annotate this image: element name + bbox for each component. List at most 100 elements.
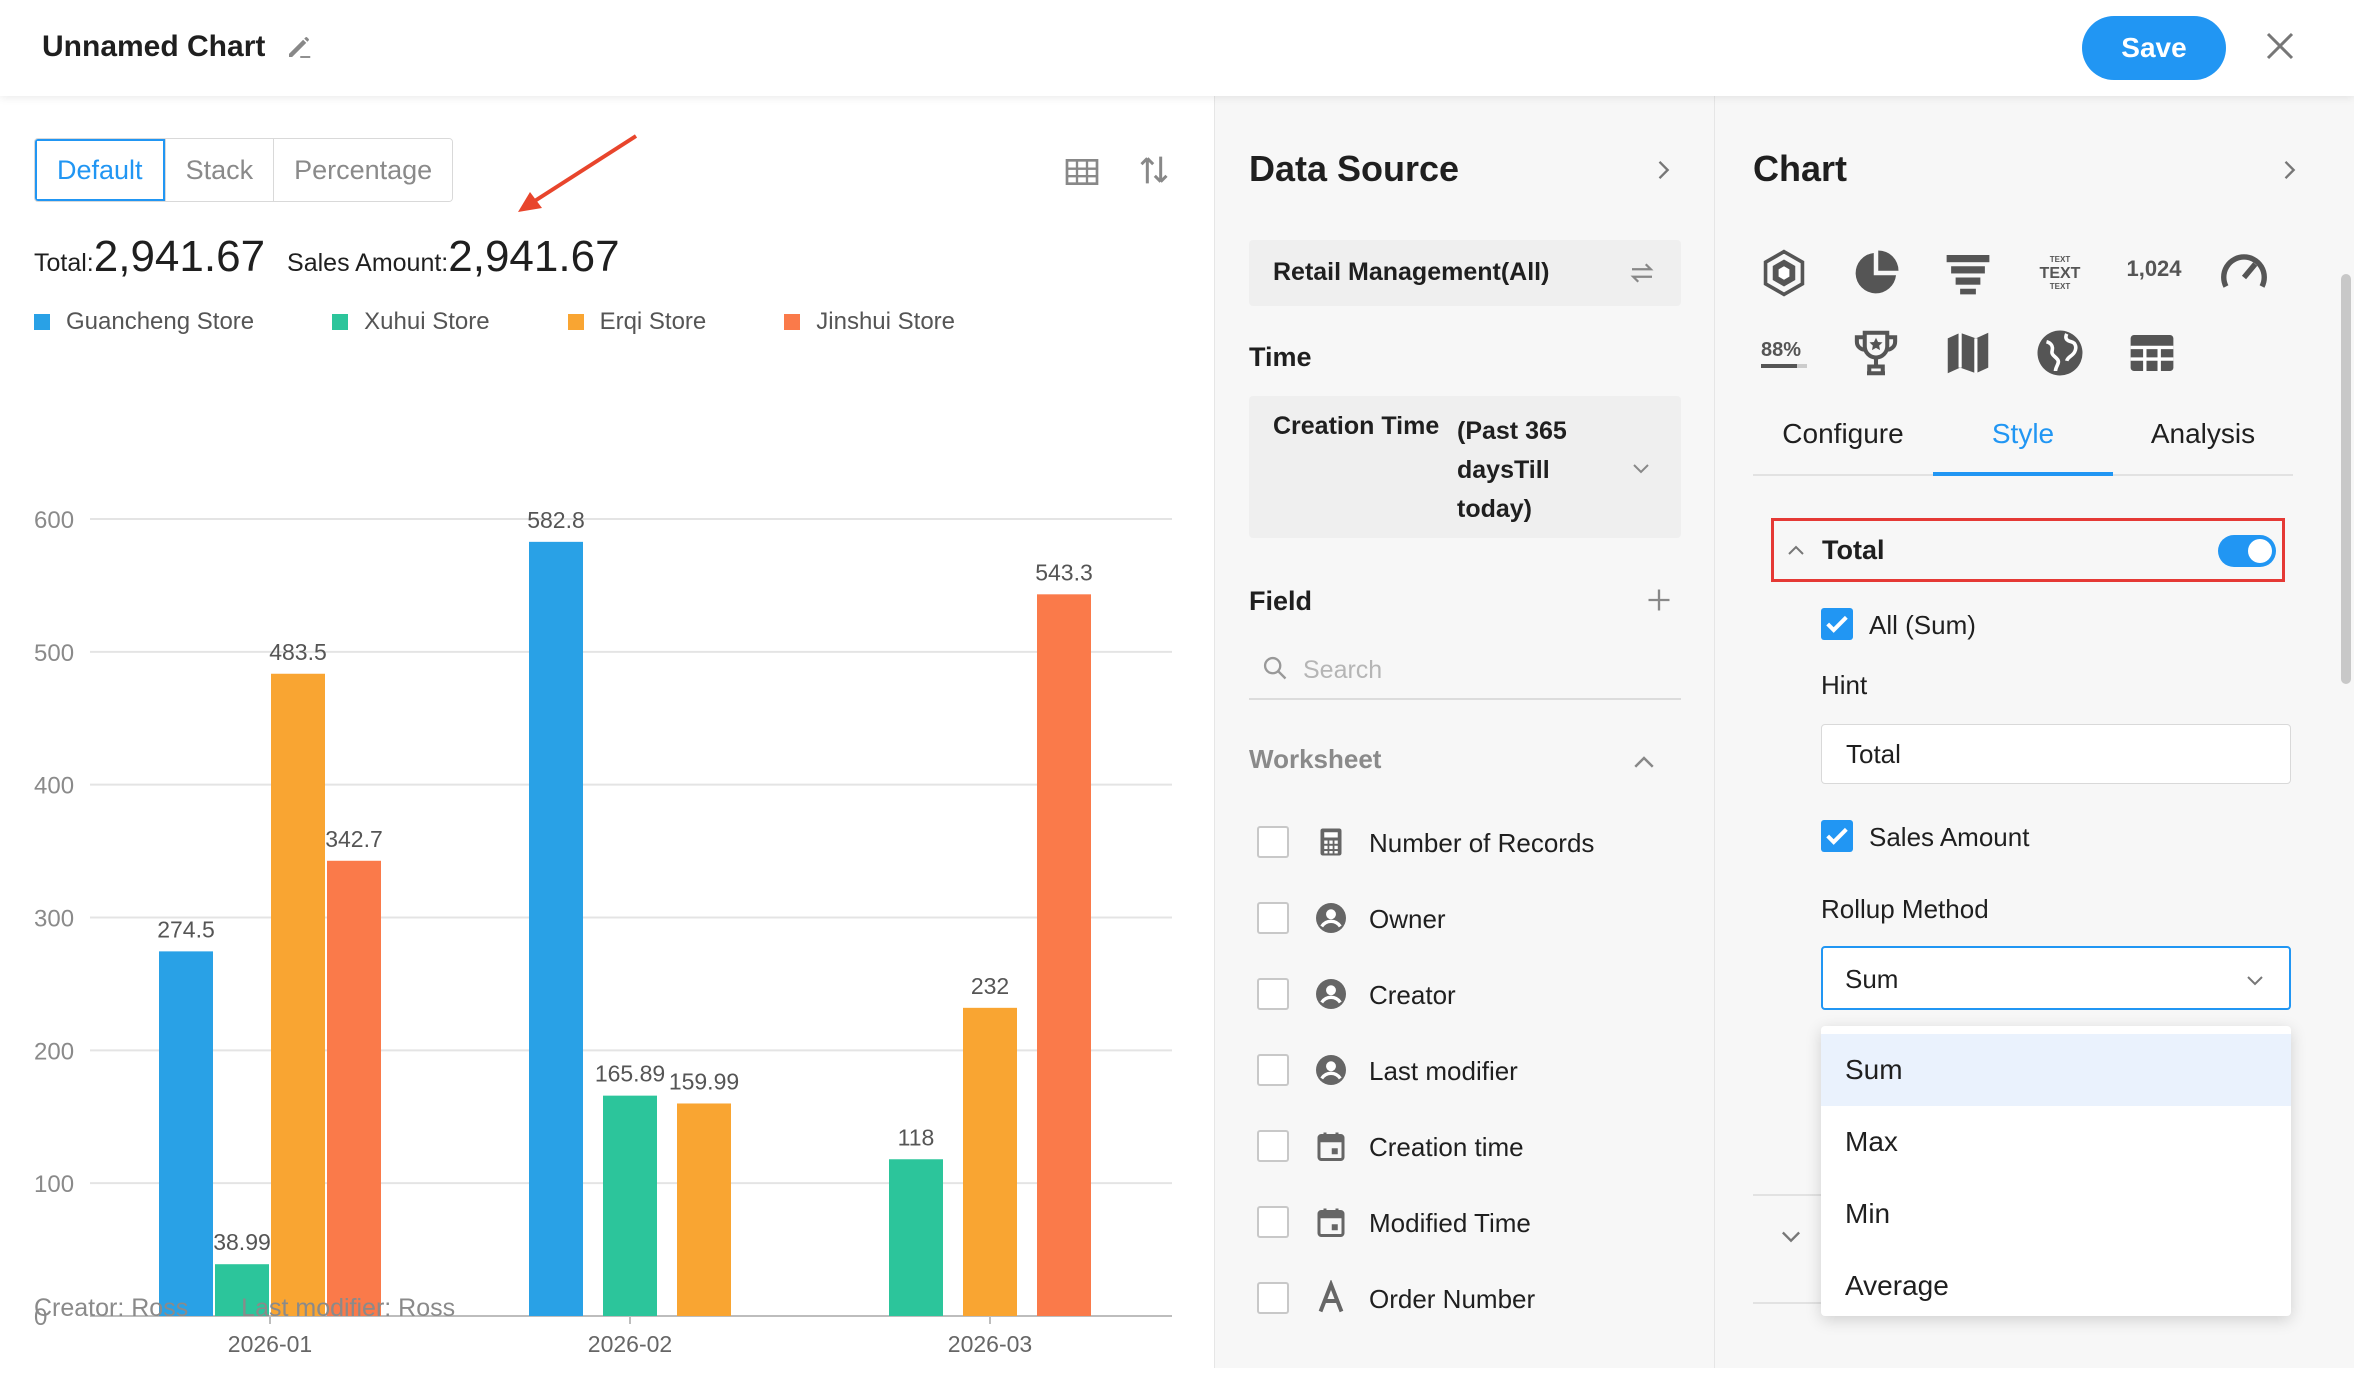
chart-preview-panel: Default Stack Percentage Total: 2,941.67… <box>0 96 1214 1368</box>
sort-icon[interactable] <box>1134 150 1174 190</box>
chevron-down-icon[interactable] <box>1629 456 1653 480</box>
data-label: 232 <box>971 973 1009 999</box>
legend-swatch <box>332 314 349 330</box>
field-item[interactable]: Creation time <box>1257 1126 1677 1166</box>
user-icon <box>1316 1055 1346 1085</box>
funnel-icon[interactable] <box>1941 246 1995 300</box>
field-search-input[interactable] <box>1303 650 1663 690</box>
chevron-right-icon[interactable] <box>1649 156 1677 184</box>
swap-icon[interactable] <box>1627 258 1657 288</box>
tab-configure[interactable]: Configure <box>1782 418 1904 449</box>
total-toggle[interactable] <box>2218 535 2276 567</box>
gauge-icon[interactable] <box>2217 246 2271 300</box>
data-source-selector[interactable]: Retail Management(All) <box>1249 240 1681 306</box>
field-checkbox[interactable] <box>1257 826 1289 858</box>
save-button[interactable]: Save <box>2082 16 2226 80</box>
field-item[interactable]: Last modifier <box>1257 1050 1677 1090</box>
add-field-icon[interactable] <box>1645 586 1673 614</box>
rollup-selected-value: Sum <box>1845 964 1899 994</box>
legend-item[interactable]: Guancheng Store <box>34 308 254 336</box>
dropdown-option-min[interactable]: Min <box>1845 1198 1891 1229</box>
data-label: 165.89 <box>595 1061 665 1087</box>
mode-percentage-button[interactable]: Percentage <box>273 139 453 201</box>
bar <box>889 1159 943 1316</box>
hint-input[interactable] <box>1821 724 2291 784</box>
field-name: Owner <box>1369 904 1446 934</box>
all-sum-label: All (Sum) <box>1869 610 1976 640</box>
field-item[interactable]: Order Number <box>1257 1278 1677 1318</box>
tab-analysis[interactable]: Analysis <box>2150 418 2256 449</box>
table-icon[interactable] <box>2125 326 2179 380</box>
y-tick-label: 0 <box>34 1304 47 1331</box>
field-checkbox[interactable] <box>1257 1206 1289 1238</box>
rollup-method-label: Rollup Method <box>1821 894 1989 924</box>
search-icon <box>1263 656 1287 680</box>
field-checkbox[interactable] <box>1257 1130 1289 1162</box>
legend-item[interactable]: Erqi Store <box>567 308 706 336</box>
data-source-title: Data Source <box>1249 148 1460 189</box>
table-view-icon[interactable] <box>1062 152 1102 192</box>
number-icon[interactable]: 1,024 <box>2121 246 2187 300</box>
tab-style[interactable]: Style <box>1991 418 2055 449</box>
bar-chart: 0 100 200 300 400 500 600 274.5 38.99 483.5 342.7 2… <box>34 507 1172 1357</box>
field-item[interactable]: Owner <box>1257 898 1677 938</box>
bar <box>159 951 213 1316</box>
legend-item[interactable]: Xuhui Store <box>332 308 490 336</box>
field-checkbox[interactable] <box>1257 978 1289 1010</box>
time-filter[interactable]: Creation Time (Past 365 daysTill today) <box>1249 396 1681 538</box>
pencil-icon[interactable] <box>284 32 314 62</box>
all-sum-checkbox[interactable] <box>1821 608 1853 640</box>
field-item[interactable]: Number of Records <box>1257 822 1677 862</box>
data-label: 543.3 <box>1035 559 1093 585</box>
rollup-method-select[interactable]: Sum <box>1821 946 2291 1010</box>
scrollbar[interactable] <box>2341 274 2351 684</box>
field-name: Number of Records <box>1369 828 1595 858</box>
progress-icon[interactable]: 88% <box>1757 326 1811 380</box>
globe-icon[interactable] <box>2033 326 2087 380</box>
radar-icon[interactable] <box>1757 246 1811 300</box>
y-tick-label: 300 <box>34 906 74 933</box>
chart-settings-panel: Chart TEXT TEXT TEXT 1,024 88% <box>1714 96 2354 1368</box>
dropdown-option-average[interactable]: Average <box>1845 1270 1949 1301</box>
chart-title[interactable]: Unnamed Chart <box>42 30 266 63</box>
divider <box>1753 1302 1823 1304</box>
y-tick-label: 400 <box>34 773 74 800</box>
close-icon[interactable] <box>2262 28 2298 64</box>
mode-stack-button[interactable]: Stack <box>164 139 274 201</box>
word-cloud-icon[interactable]: TEXT TEXT TEXT <box>2033 246 2087 300</box>
dropdown-option-sum[interactable]: Sum <box>1821 1034 2291 1106</box>
data-label: 582.8 <box>527 507 585 533</box>
chevron-down-icon[interactable] <box>1777 1222 1805 1250</box>
chevron-up-icon[interactable] <box>1629 748 1659 778</box>
chevron-right-icon[interactable] <box>2275 156 2303 184</box>
worksheet-label[interactable]: Worksheet <box>1249 744 1382 774</box>
pie-icon[interactable] <box>1849 246 1903 300</box>
divider <box>1753 1194 1823 1196</box>
trophy-icon[interactable] <box>1849 326 1903 380</box>
legend-item[interactable]: Jinshui Store <box>784 308 955 336</box>
sales-amount-checkbox[interactable] <box>1821 820 1853 852</box>
map-icon[interactable] <box>1941 326 1995 380</box>
number-icon-text: 1,024 <box>2126 256 2182 281</box>
chevron-up-icon[interactable] <box>1784 539 1808 563</box>
data-label: 483.5 <box>269 639 327 665</box>
sales-amount-label: Sales Amount: <box>287 249 449 277</box>
field-item[interactable]: Creator <box>1257 974 1677 1014</box>
mode-default-button[interactable]: Default <box>35 139 165 201</box>
bar <box>1037 594 1091 1316</box>
field-checkbox[interactable] <box>1257 1054 1289 1086</box>
field-checkbox[interactable] <box>1257 902 1289 934</box>
rollup-method-dropdown: Sum Max Min Average <box>1821 1026 2291 1316</box>
field-item[interactable]: Modified Time <box>1257 1202 1677 1242</box>
sales-amount-option-label: Sales Amount <box>1869 822 2030 852</box>
legend-label: Jinshui Store <box>816 308 956 335</box>
calendar-icon <box>1317 1132 1345 1161</box>
dropdown-option-max[interactable]: Max <box>1845 1126 1898 1157</box>
total-section-header[interactable]: Total <box>1771 518 2285 582</box>
legend-label: Xuhui Store <box>364 308 490 335</box>
field-name: Creation time <box>1369 1132 1524 1162</box>
field-checkbox[interactable] <box>1257 1282 1289 1314</box>
total-section-label: Total <box>1822 535 1885 565</box>
field-label: Field <box>1249 586 1313 616</box>
field-name: Order Number <box>1369 1284 1536 1314</box>
